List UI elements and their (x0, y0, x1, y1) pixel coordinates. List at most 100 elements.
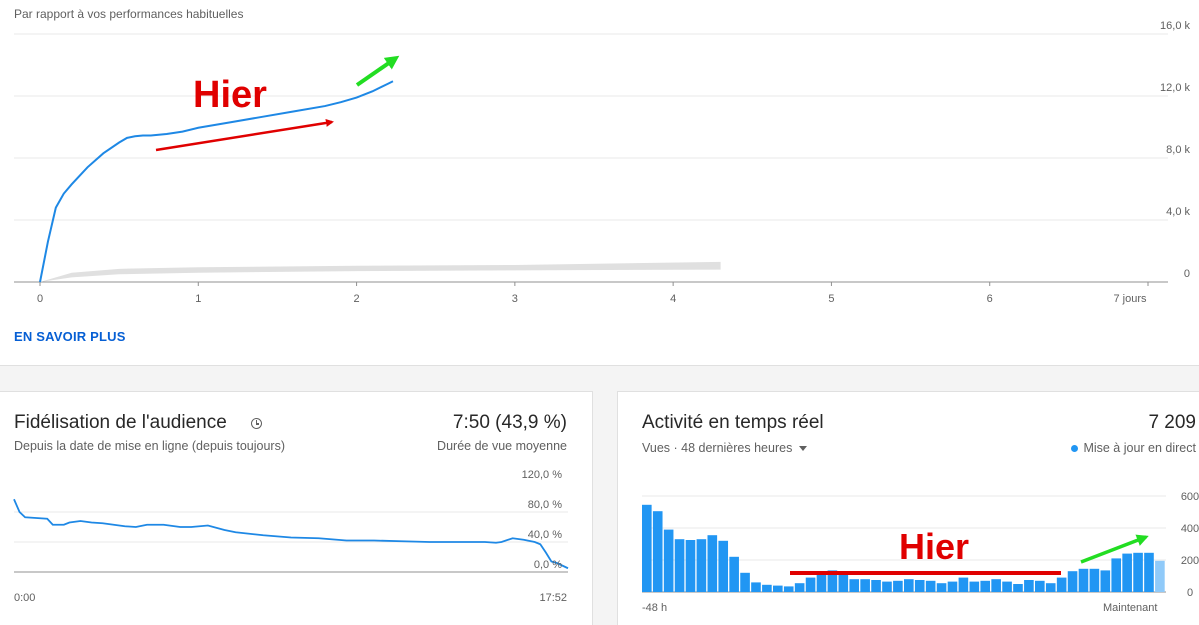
realtime-y-tick: 200 (1181, 555, 1199, 567)
realtime-bar[interactable] (1067, 571, 1078, 592)
realtime-bar[interactable] (904, 579, 914, 592)
retention-value-label: Durée de vue moyenne (437, 439, 567, 453)
realtime-bar[interactable] (1122, 553, 1132, 592)
realtime-bar[interactable] (914, 580, 925, 592)
audience-retention-card[interactable]: Fidélisation de l'audience 7:50 (43,9 %)… (0, 391, 593, 625)
realtime-y-tick: 400 (1181, 523, 1199, 535)
realtime-bar[interactable] (674, 539, 685, 592)
realtime-bar[interactable] (980, 580, 991, 592)
perf-y-tick: 12,0 k (1160, 82, 1190, 94)
perf-x-tick: 3 (512, 293, 518, 305)
realtime-bar[interactable] (805, 577, 816, 592)
performance-card: Par rapport à vos performances habituell… (0, 0, 1199, 366)
realtime-bar[interactable] (816, 574, 827, 592)
perf-x-tick: 2 (354, 293, 360, 305)
clock-icon (251, 418, 262, 429)
realtime-bar[interactable] (827, 570, 838, 592)
views-series-line (39, 80, 394, 283)
realtime-activity-card[interactable]: Activité en temps réel 7 209 Vues · 48 d… (617, 391, 1199, 625)
realtime-y-tick: 600 (1181, 491, 1199, 503)
realtime-bar[interactable] (958, 577, 969, 592)
realtime-bar[interactable] (685, 540, 696, 592)
realtime-bar[interactable] (1155, 560, 1165, 592)
realtime-bar[interactable] (642, 504, 652, 592)
realtime-annotation-hier: Hier (899, 526, 969, 567)
realtime-bar[interactable] (893, 580, 903, 592)
perf-x-tick: 5 (828, 293, 834, 305)
perf-y-tick: 4,0 k (1166, 206, 1190, 218)
realtime-bar[interactable] (1056, 577, 1067, 592)
realtime-bar[interactable] (783, 586, 794, 592)
realtime-range-dropdown[interactable]: Vues · 48 dernières heures (642, 441, 808, 455)
realtime-bar[interactable] (871, 580, 881, 592)
perf-x-tick: 7 jours (1113, 293, 1147, 305)
realtime-bar[interactable] (729, 556, 739, 592)
realtime-bar[interactable] (1111, 558, 1122, 592)
trend-arrow-green (355, 55, 400, 87)
retention-series-line (13, 498, 569, 570)
retention-title: Fidélisation de l'audience (14, 412, 227, 433)
realtime-bar[interactable] (1045, 583, 1056, 592)
retention-y-tick: 120,0 % (522, 469, 563, 481)
realtime-bar[interactable] (882, 581, 892, 592)
realtime-bar[interactable] (751, 582, 761, 592)
realtime-bar[interactable] (740, 572, 750, 592)
realtime-y-tick: 0 (1187, 587, 1193, 599)
realtime-x-end: Maintenant (1103, 602, 1158, 614)
realtime-bar[interactable] (794, 583, 805, 592)
realtime-bar[interactable] (838, 574, 849, 592)
performance-subtitle: Par rapport à vos performances habituell… (14, 7, 244, 21)
realtime-bar[interactable] (969, 581, 980, 592)
perf-y-tick: 16,0 k (1160, 20, 1190, 32)
realtime-bar[interactable] (1089, 568, 1100, 592)
realtime-bar[interactable] (936, 583, 947, 592)
live-update-label: Mise à jour en direct (1083, 441, 1196, 455)
typical-performance-band (40, 261, 721, 282)
realtime-bar[interactable] (1035, 580, 1045, 592)
live-update-status: Mise à jour en direct (1071, 441, 1196, 455)
realtime-bar[interactable] (1024, 580, 1034, 592)
perf-x-tick: 1 (195, 293, 201, 305)
retention-x-start: 0:00 (14, 592, 36, 604)
realtime-bar[interactable] (663, 529, 674, 592)
performance-chart: 16,0 k 12,0 k 8,0 k 4,0 k 0 0 1 2 3 4 5 6 7 jours Hi… (14, 20, 1190, 305)
realtime-bar[interactable] (1013, 584, 1023, 592)
caret-down-icon (799, 446, 808, 452)
trend-arrow-green-realtime (1080, 534, 1149, 564)
realtime-bar[interactable] (1002, 581, 1012, 592)
realtime-bar[interactable] (707, 535, 718, 592)
trend-arrow-red (155, 118, 334, 152)
retention-y-tick: 80,0 % (528, 499, 562, 511)
retention-y-tick: 40,0 % (528, 529, 562, 541)
realtime-bar[interactable] (652, 511, 663, 592)
realtime-bar[interactable] (1100, 570, 1111, 592)
realtime-range-label: Vues · 48 dernières heures (642, 441, 793, 455)
perf-x-tick: 0 (37, 293, 43, 305)
realtime-bar[interactable] (718, 540, 729, 592)
realtime-bar[interactable] (991, 579, 1001, 592)
perf-y-tick: 0 (1184, 268, 1190, 280)
realtime-value: 7 209 (1148, 412, 1196, 433)
realtime-bar[interactable] (925, 580, 936, 592)
learn-more-link[interactable]: EN SAVOIR PLUS (14, 329, 126, 344)
perf-x-tick: 4 (670, 293, 676, 305)
realtime-bar[interactable] (762, 584, 772, 592)
realtime-bar[interactable] (696, 539, 707, 592)
realtime-bar[interactable] (849, 579, 860, 592)
annotation-hier: Hier (193, 74, 267, 116)
retention-y-tick: 0,0 % (534, 559, 562, 571)
realtime-bar[interactable] (1133, 552, 1143, 592)
realtime-bar[interactable] (947, 581, 958, 592)
perf-x-tick: 6 (987, 293, 993, 305)
live-dot-icon (1071, 445, 1079, 453)
realtime-title: Activité en temps réel (642, 412, 824, 433)
retention-chart: 120,0 % 80,0 % 40,0 % 0,0 % (13, 469, 569, 573)
realtime-x-start: -48 h (642, 602, 668, 614)
realtime-bar[interactable] (860, 579, 870, 592)
retention-subtitle: Depuis la date de mise en ligne (depuis … (14, 439, 285, 453)
realtime-chart: 600 400 200 0 Hier (642, 491, 1199, 599)
realtime-bar[interactable] (1144, 552, 1154, 592)
realtime-bar[interactable] (1078, 568, 1089, 592)
realtime-bar[interactable] (773, 585, 783, 592)
retention-x-end: 17:52 (539, 592, 567, 604)
